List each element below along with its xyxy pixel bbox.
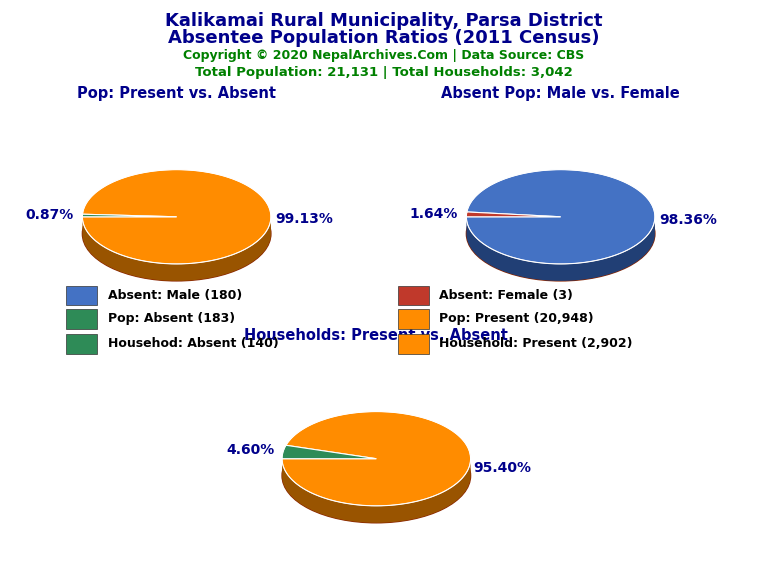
- Polygon shape: [466, 170, 655, 264]
- Polygon shape: [82, 170, 271, 264]
- Ellipse shape: [282, 429, 471, 523]
- Text: 1.64%: 1.64%: [409, 207, 458, 221]
- Text: Absent: Male (180): Absent: Male (180): [108, 289, 242, 302]
- Text: 98.36%: 98.36%: [659, 213, 717, 227]
- Ellipse shape: [82, 187, 271, 281]
- Polygon shape: [82, 217, 271, 281]
- Text: Household: Present (2,902): Household: Present (2,902): [439, 338, 633, 350]
- FancyBboxPatch shape: [66, 309, 97, 329]
- FancyBboxPatch shape: [398, 309, 429, 329]
- Text: 4.60%: 4.60%: [227, 442, 274, 457]
- FancyBboxPatch shape: [66, 334, 97, 354]
- Text: Pop: Absent (183): Pop: Absent (183): [108, 312, 235, 325]
- Polygon shape: [466, 218, 655, 281]
- Text: Absent: Female (3): Absent: Female (3): [439, 289, 573, 302]
- FancyBboxPatch shape: [66, 286, 97, 305]
- Text: Kalikamai Rural Municipality, Parsa District: Kalikamai Rural Municipality, Parsa Dist…: [165, 12, 603, 29]
- Text: Absentee Population Ratios (2011 Census): Absentee Population Ratios (2011 Census): [168, 29, 600, 47]
- Polygon shape: [466, 212, 561, 217]
- Text: 95.40%: 95.40%: [473, 461, 531, 475]
- Text: 99.13%: 99.13%: [275, 211, 333, 226]
- Title: Households: Present vs. Absent: Households: Present vs. Absent: [244, 328, 508, 343]
- Text: Pop: Present (20,948): Pop: Present (20,948): [439, 312, 594, 325]
- Title: Absent Pop: Male vs. Female: Absent Pop: Male vs. Female: [442, 86, 680, 101]
- Text: Total Population: 21,131 | Total Households: 3,042: Total Population: 21,131 | Total Househo…: [195, 66, 573, 79]
- FancyBboxPatch shape: [398, 334, 429, 354]
- FancyBboxPatch shape: [398, 286, 429, 305]
- Text: Househod: Absent (140): Househod: Absent (140): [108, 338, 278, 350]
- Ellipse shape: [466, 187, 655, 281]
- Polygon shape: [282, 459, 471, 523]
- Polygon shape: [282, 412, 471, 506]
- Text: Copyright © 2020 NepalArchives.Com | Data Source: CBS: Copyright © 2020 NepalArchives.Com | Dat…: [184, 49, 584, 62]
- Title: Pop: Present vs. Absent: Pop: Present vs. Absent: [77, 86, 276, 101]
- Text: 0.87%: 0.87%: [25, 208, 74, 222]
- Polygon shape: [82, 214, 177, 217]
- Polygon shape: [282, 445, 376, 458]
